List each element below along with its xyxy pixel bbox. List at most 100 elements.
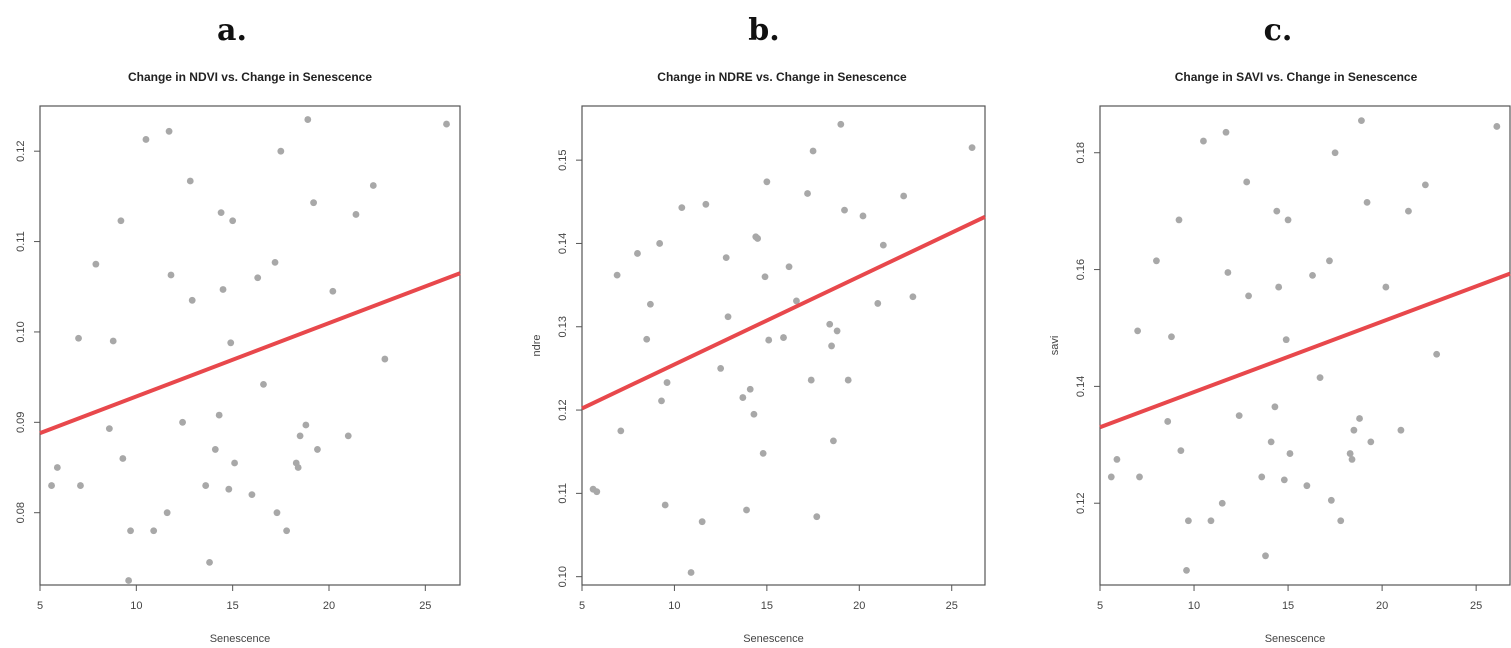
- data-point: [1346, 450, 1354, 457]
- data-point: [105, 425, 113, 433]
- data-point: [1222, 128, 1230, 136]
- x-axis-label: Senescence: [1265, 633, 1326, 645]
- y-tick-label: 0.14: [1075, 376, 1087, 397]
- data-point: [1326, 257, 1333, 265]
- data-point: [48, 482, 55, 489]
- data-point: [1175, 216, 1183, 224]
- data-point: [165, 127, 173, 135]
- panel-label: c.: [1264, 13, 1293, 48]
- data-point: [1382, 283, 1390, 291]
- data-point: [1363, 198, 1371, 206]
- data-point: [743, 506, 750, 514]
- data-point: [163, 509, 171, 517]
- chart-panel-1: a. Change in NDVI vs. Change in Senescenc…: [15, 13, 461, 645]
- data-point: [1177, 447, 1185, 455]
- x-tick-label: 25: [419, 600, 431, 612]
- x-tick-label: 25: [946, 600, 958, 612]
- data-point: [785, 263, 793, 271]
- data-point: [273, 509, 281, 517]
- data-point: [167, 271, 175, 279]
- data-point: [663, 379, 671, 386]
- data-point: [717, 365, 725, 372]
- data-point: [804, 190, 811, 197]
- data-point: [443, 120, 450, 128]
- data-point: [254, 274, 262, 282]
- y-tick-label: 0.11: [15, 231, 27, 252]
- data-point: [344, 432, 352, 440]
- data-point: [109, 337, 117, 345]
- data-point: [1235, 412, 1243, 419]
- data-point: [1327, 496, 1335, 504]
- data-point: [761, 273, 769, 281]
- data-point: [260, 380, 267, 388]
- data-point: [217, 209, 225, 217]
- data-point: [211, 446, 219, 453]
- data-point: [1367, 438, 1375, 446]
- data-point: [329, 287, 337, 295]
- x-tick-label: 20: [853, 600, 865, 612]
- data-point: [1207, 517, 1215, 525]
- chart-title: Change in NDVI vs. Change in Senescence: [128, 70, 372, 84]
- data-point: [874, 300, 882, 307]
- x-tick-label: 10: [668, 600, 680, 612]
- y-tick-label: 0.15: [557, 149, 569, 170]
- data-point: [1303, 482, 1311, 490]
- data-point: [1282, 336, 1290, 344]
- data-point: [1200, 137, 1207, 145]
- data-point: [1243, 178, 1251, 186]
- y-tick-label: 0.14: [557, 233, 569, 254]
- data-point: [1183, 566, 1190, 574]
- data-point: [1168, 333, 1175, 341]
- plot-frame: [581, 105, 986, 586]
- data-point: [1286, 450, 1294, 457]
- data-point: [1358, 117, 1365, 125]
- data-point: [1245, 292, 1252, 300]
- data-point: [750, 410, 758, 418]
- data-point: [661, 501, 669, 509]
- data-point: [248, 491, 256, 499]
- data-point: [763, 178, 771, 186]
- x-tick-label: 10: [130, 600, 142, 612]
- data-point: [283, 527, 291, 535]
- data-point: [807, 376, 815, 384]
- data-point: [1113, 456, 1121, 463]
- x-tick-label: 10: [1188, 600, 1200, 612]
- data-point: [225, 485, 233, 493]
- data-point: [830, 437, 837, 445]
- data-point: [634, 250, 641, 257]
- data-point: [643, 335, 651, 343]
- x-tick-label: 5: [37, 600, 43, 612]
- panel-label: b.: [748, 13, 779, 48]
- x-axis-label: Senescence: [210, 633, 271, 645]
- data-point: [206, 559, 213, 566]
- y-axis-label: savi: [1049, 336, 1061, 356]
- data-point: [302, 421, 310, 429]
- data-point: [909, 293, 917, 301]
- data-point: [702, 200, 710, 208]
- data-point: [119, 455, 127, 462]
- y-tick-label: 0.09: [15, 412, 27, 433]
- plot-frame: [39, 105, 461, 586]
- data-point: [219, 286, 227, 293]
- x-axis-label: Senescence: [743, 633, 804, 645]
- data-point: [296, 432, 304, 440]
- data-point: [646, 300, 654, 308]
- y-tick-label: 0.10: [15, 321, 27, 342]
- data-point: [75, 334, 82, 342]
- data-point: [1224, 269, 1232, 276]
- y-tick-label: 0.12: [15, 140, 27, 161]
- data-point: [828, 342, 835, 350]
- x-tick-label: 5: [1097, 600, 1103, 612]
- chart-title: Change in SAVI vs. Change in Senescence: [1175, 70, 1418, 84]
- data-point: [381, 355, 389, 363]
- data-point: [593, 488, 601, 496]
- y-tick-label: 0.10: [557, 566, 569, 587]
- data-point: [879, 241, 887, 249]
- data-point: [186, 177, 194, 185]
- x-tick-label: 5: [579, 600, 585, 612]
- data-point: [117, 217, 125, 225]
- chart-panel-2: b. Change in NDRE vs. Change in Senescenc…: [531, 13, 986, 645]
- data-point: [656, 240, 664, 247]
- data-point: [229, 217, 237, 225]
- data-point: [1153, 257, 1160, 265]
